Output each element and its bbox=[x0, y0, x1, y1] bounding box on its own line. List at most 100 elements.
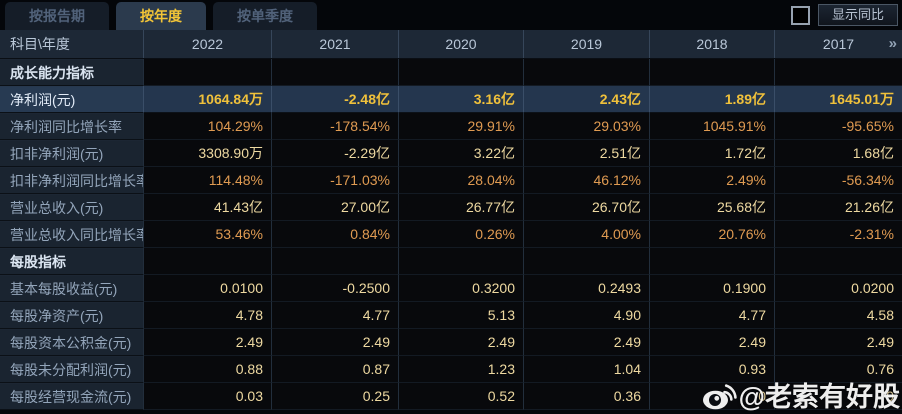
data-cell: 0.03 bbox=[143, 383, 271, 410]
data-cell bbox=[649, 248, 774, 275]
data-cell: 1.72亿 bbox=[649, 140, 774, 167]
data-cell: 2.49 bbox=[649, 329, 774, 356]
data-cell: 4.77 bbox=[271, 302, 398, 329]
data-cell: 2.49 bbox=[523, 329, 649, 356]
data-cell: 4.58 bbox=[774, 302, 902, 329]
tab-annual[interactable]: 按年度 bbox=[116, 2, 206, 30]
table-row[interactable]: 每股资本公积金(元) 2.49 2.49 2.49 2.49 2.49 2.49 bbox=[0, 329, 902, 356]
data-cell: 25.68亿 bbox=[649, 194, 774, 221]
data-cell: 2.51亿 bbox=[523, 140, 649, 167]
data-cell: 2.43亿 bbox=[523, 86, 649, 113]
table-row[interactable]: 成长能力指标 bbox=[0, 59, 902, 86]
data-cell: 0.0200 bbox=[774, 275, 902, 302]
data-cell: 4.77 bbox=[649, 302, 774, 329]
table-row[interactable]: 每股净资产(元) 4.78 4.77 5.13 4.90 4.77 4.58 bbox=[0, 302, 902, 329]
data-cell: -56.34% bbox=[774, 167, 902, 194]
data-cell: -2.29亿 bbox=[271, 140, 398, 167]
year-header-2022: 2022 bbox=[143, 30, 271, 58]
year-header-2020: 2020 bbox=[398, 30, 523, 58]
data-cell: 0.84% bbox=[271, 221, 398, 248]
table-row[interactable]: 每股经营现金流(元) 0.03 0.25 0.52 0.36 0 9 bbox=[0, 383, 902, 410]
data-cell: 2.49% bbox=[649, 167, 774, 194]
data-cell: 1.23 bbox=[398, 356, 523, 383]
row-label: 每股资本公积金(元) bbox=[0, 329, 143, 356]
year-header-2019: 2019 bbox=[523, 30, 649, 58]
data-cell: 3308.90万 bbox=[143, 140, 271, 167]
row-label: 基本每股收益(元) bbox=[0, 275, 143, 302]
data-cell: 28.04% bbox=[398, 167, 523, 194]
table-row[interactable]: 营业总收入(元) 41.43亿 27.00亿 26.77亿 26.70亿 25.68亿 21… bbox=[0, 194, 902, 221]
table-body: 成长能力指标 净利润(元) 1064.84万 -2.48亿 3.16亿 2.43亿 1.89… bbox=[0, 59, 902, 410]
table-row[interactable]: 每股未分配利润(元) 0.88 0.87 1.23 1.04 0.93 0.76 bbox=[0, 356, 902, 383]
data-cell: 29.03% bbox=[523, 113, 649, 140]
table-row[interactable]: 基本每股收益(元) 0.0100 -0.2500 0.3200 0.2493 0.1900… bbox=[0, 275, 902, 302]
row-label: 净利润同比增长率 bbox=[0, 113, 143, 140]
data-cell: 0.76 bbox=[774, 356, 902, 383]
row-label: 每股净资产(元) bbox=[0, 302, 143, 329]
data-cell: 46.12% bbox=[523, 167, 649, 194]
yoy-controls: 显示同比 bbox=[790, 4, 898, 26]
data-cell: 41.43亿 bbox=[143, 194, 271, 221]
table-row[interactable]: 净利润同比增长率 104.29% -178.54% 29.91% 29.03% 1045.… bbox=[0, 113, 902, 140]
data-cell bbox=[774, 248, 902, 275]
table-row[interactable]: 净利润(元) 1064.84万 -2.48亿 3.16亿 2.43亿 1.89亿 1645.… bbox=[0, 86, 902, 113]
data-cell bbox=[398, 248, 523, 275]
data-cell: -0.2500 bbox=[271, 275, 398, 302]
data-cell: 0 bbox=[649, 383, 774, 410]
row-label: 扣非净利润(元) bbox=[0, 140, 143, 167]
row-label: 净利润(元) bbox=[0, 86, 143, 113]
data-cell: 0.3200 bbox=[398, 275, 523, 302]
data-cell bbox=[271, 248, 398, 275]
data-cell: 21.26亿 bbox=[774, 194, 902, 221]
data-cell: -2.48亿 bbox=[271, 86, 398, 113]
table-header-row: 科目\年度 2022 2021 2020 2019 2018 2017 » bbox=[0, 30, 902, 59]
tab-report-period[interactable]: 按报告期 bbox=[5, 2, 109, 30]
data-cell bbox=[398, 59, 523, 86]
show-yoy-checkbox[interactable] bbox=[790, 5, 810, 25]
table-row[interactable]: 扣非净利润(元) 3308.90万 -2.29亿 3.22亿 2.51亿 1.72亿 1.6… bbox=[0, 140, 902, 167]
data-cell: 1.68亿 bbox=[774, 140, 902, 167]
year-header-2018: 2018 bbox=[649, 30, 774, 58]
data-cell: 4.00% bbox=[523, 221, 649, 248]
data-cell: 0.0100 bbox=[143, 275, 271, 302]
data-cell: 0.88 bbox=[143, 356, 271, 383]
data-cell: 3.16亿 bbox=[398, 86, 523, 113]
row-label: 每股指标 bbox=[0, 248, 143, 275]
data-cell: 2.49 bbox=[271, 329, 398, 356]
data-cell: 0.2493 bbox=[523, 275, 649, 302]
tab-single-quarter[interactable]: 按单季度 bbox=[213, 2, 317, 30]
year-header-2021: 2021 bbox=[271, 30, 398, 58]
data-cell: 26.70亿 bbox=[523, 194, 649, 221]
data-cell bbox=[143, 248, 271, 275]
data-cell bbox=[649, 59, 774, 86]
row-label: 每股未分配利润(元) bbox=[0, 356, 143, 383]
data-cell: 5.13 bbox=[398, 302, 523, 329]
data-cell: 1.89亿 bbox=[649, 86, 774, 113]
corner-header: 科目\年度 bbox=[10, 36, 70, 52]
data-cell: 2.49 bbox=[774, 329, 902, 356]
data-cell: 0.87 bbox=[271, 356, 398, 383]
table-row[interactable]: 每股指标 bbox=[0, 248, 902, 275]
data-cell: 0.1900 bbox=[649, 275, 774, 302]
data-cell: -2.31% bbox=[774, 221, 902, 248]
data-cell: 0.93 bbox=[649, 356, 774, 383]
table-row[interactable]: 营业总收入同比增长率 53.46% 0.84% 0.26% 4.00% 20.76% -2.… bbox=[0, 221, 902, 248]
data-cell bbox=[523, 59, 649, 86]
data-cell: 27.00亿 bbox=[271, 194, 398, 221]
data-cell: 1045.91% bbox=[649, 113, 774, 140]
row-label: 成长能力指标 bbox=[0, 59, 143, 86]
data-cell: -171.03% bbox=[271, 167, 398, 194]
data-cell: 1.04 bbox=[523, 356, 649, 383]
row-label: 每股经营现金流(元) bbox=[0, 383, 143, 410]
data-cell bbox=[143, 59, 271, 86]
show-yoy-button[interactable]: 显示同比 bbox=[817, 4, 898, 26]
data-cell: 2.49 bbox=[143, 329, 271, 356]
table-row[interactable]: 扣非净利润同比增长率 114.48% -171.03% 28.04% 46.12% 2.4… bbox=[0, 167, 902, 194]
data-cell: 3.22亿 bbox=[398, 140, 523, 167]
tab-bar: 按报告期 按年度 按单季度 显示同比 bbox=[0, 0, 902, 30]
more-years-icon[interactable]: » bbox=[888, 35, 897, 52]
data-cell: 20.76% bbox=[649, 221, 774, 248]
data-cell: 0.52 bbox=[398, 383, 523, 410]
data-cell: -178.54% bbox=[271, 113, 398, 140]
year-header-2017: 2017 » bbox=[774, 30, 902, 58]
